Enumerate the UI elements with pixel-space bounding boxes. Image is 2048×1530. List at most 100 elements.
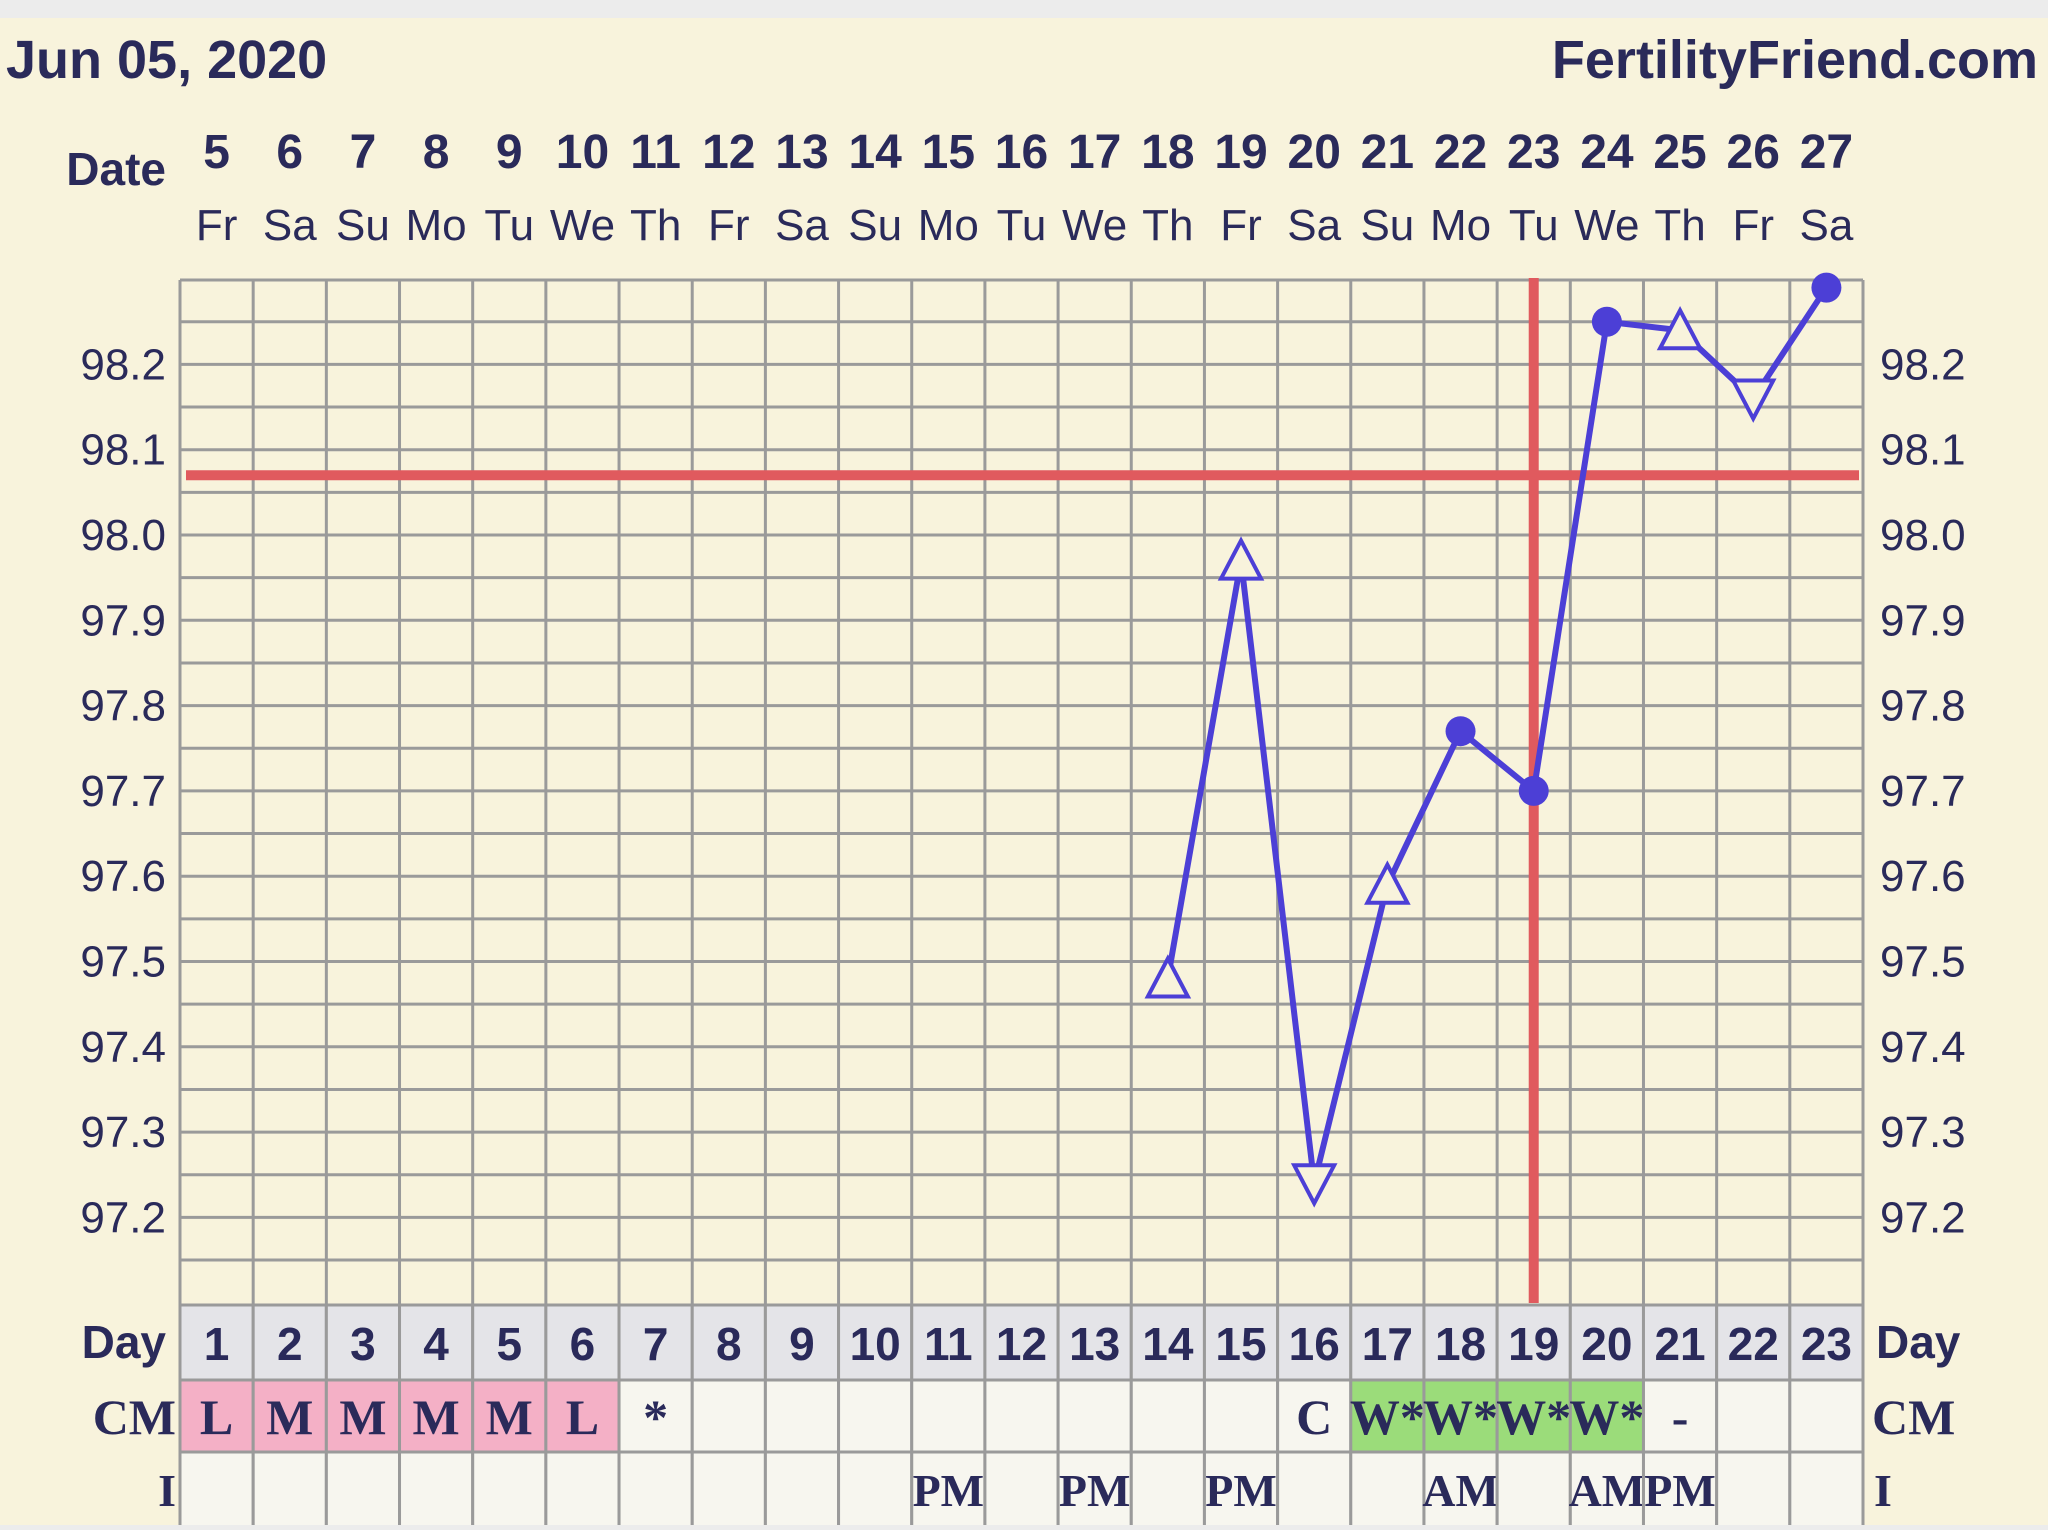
weekday-label: Tu bbox=[997, 201, 1047, 250]
i-cell bbox=[763, 1450, 841, 1530]
cycle-day-label: 1 bbox=[204, 1318, 230, 1370]
y-tick-label: 98.1 bbox=[1880, 426, 1966, 475]
i-cell bbox=[178, 1450, 255, 1530]
cycle-day-label: 4 bbox=[423, 1318, 449, 1370]
weekday-label: Su bbox=[1360, 201, 1414, 250]
i-cell bbox=[1056, 1450, 1133, 1530]
y-tick-label: 98.2 bbox=[80, 340, 166, 389]
cm-value: M bbox=[413, 1389, 460, 1445]
y-tick-label: 97.3 bbox=[80, 1108, 166, 1157]
i-row-label-right: I bbox=[1874, 1465, 1892, 1516]
cm-value: C bbox=[1296, 1389, 1332, 1445]
y-tick-label: 98.1 bbox=[80, 426, 166, 475]
y-tick-label: 97.7 bbox=[1880, 767, 1966, 816]
cycle-day-label: 2 bbox=[277, 1318, 303, 1370]
cm-cell bbox=[1422, 1378, 1499, 1454]
weekday-label: Fr bbox=[196, 201, 238, 250]
cycle-day-label: 12 bbox=[996, 1318, 1047, 1370]
cm-value: M bbox=[486, 1389, 533, 1445]
weekday-label: Mo bbox=[1430, 201, 1491, 250]
date-label: 23 bbox=[1507, 126, 1560, 179]
y-tick-label: 97.9 bbox=[80, 596, 166, 645]
cm-value: W* bbox=[1569, 1389, 1644, 1445]
plot-grid bbox=[178, 278, 1865, 1305]
i-cell bbox=[544, 1450, 621, 1530]
i-value: PM bbox=[1205, 1465, 1277, 1516]
site-name: FertilityFriend.com bbox=[1552, 30, 2038, 90]
i-cell bbox=[910, 1450, 987, 1530]
date-label: 27 bbox=[1800, 126, 1853, 179]
i-cell bbox=[251, 1450, 328, 1530]
date-label: 26 bbox=[1727, 126, 1780, 179]
date-label: 22 bbox=[1434, 126, 1487, 179]
date-label: 20 bbox=[1288, 126, 1341, 179]
cm-value: W* bbox=[1496, 1389, 1571, 1445]
i-value: PM bbox=[1059, 1465, 1131, 1516]
y-tick-label: 97.2 bbox=[80, 1193, 166, 1242]
day-cell bbox=[324, 1303, 402, 1382]
weekday-label: Sa bbox=[263, 201, 317, 250]
date-label: 11 bbox=[630, 126, 681, 179]
date-label: 17 bbox=[1068, 126, 1121, 179]
date-label: 25 bbox=[1653, 126, 1706, 179]
cm-cell bbox=[1202, 1378, 1280, 1454]
y-tick-label: 97.9 bbox=[1880, 596, 1966, 645]
cm-value: W* bbox=[1350, 1389, 1425, 1445]
cycle-day-label: 19 bbox=[1508, 1318, 1559, 1370]
cycle-day-label: 18 bbox=[1435, 1318, 1486, 1370]
i-cell bbox=[1276, 1450, 1353, 1530]
cycle-day-label: 3 bbox=[350, 1318, 376, 1370]
cycle-day-label: 20 bbox=[1581, 1318, 1632, 1370]
y-tick-label: 97.8 bbox=[1880, 682, 1966, 731]
i-cell bbox=[1568, 1450, 1645, 1530]
temperature-series-line bbox=[1164, 285, 1829, 1187]
chart-date-header: Jun 05, 2020 bbox=[6, 30, 327, 90]
y-tick-label: 97.2 bbox=[1880, 1193, 1966, 1242]
i-cell bbox=[324, 1450, 402, 1530]
date-label: 8 bbox=[423, 126, 450, 179]
cm-cell bbox=[690, 1378, 767, 1454]
cm-row-label-right: CM bbox=[1872, 1389, 1955, 1445]
weekday-label: We bbox=[1574, 201, 1639, 250]
cycle-day-label: 17 bbox=[1362, 1318, 1413, 1370]
weekday-label: Fr bbox=[1220, 201, 1262, 250]
i-cell bbox=[1715, 1450, 1792, 1530]
date-label: 9 bbox=[496, 126, 523, 179]
cycle-day-label: 6 bbox=[570, 1318, 596, 1370]
cycle-day-label: 14 bbox=[1142, 1318, 1194, 1370]
weekday-label: We bbox=[550, 201, 615, 250]
i-cell bbox=[690, 1450, 767, 1530]
weekday-label: Sa bbox=[775, 201, 829, 250]
cm-value: L bbox=[200, 1389, 233, 1445]
weekday-label: Th bbox=[1142, 201, 1193, 250]
date-label: 21 bbox=[1361, 126, 1414, 179]
y-tick-label: 97.8 bbox=[80, 682, 166, 731]
weekday-label: Sa bbox=[1799, 201, 1853, 250]
day-cell bbox=[1129, 1303, 1206, 1382]
temperature-point bbox=[1591, 306, 1622, 337]
weekday-label: Tu bbox=[1509, 201, 1559, 250]
i-cell bbox=[1422, 1450, 1499, 1530]
i-cell bbox=[471, 1450, 548, 1530]
weekday-label: Tu bbox=[484, 201, 534, 250]
cycle-day-label: 23 bbox=[1801, 1318, 1852, 1370]
i-cell bbox=[1495, 1450, 1572, 1530]
i-cell bbox=[1788, 1450, 1865, 1530]
date-label: 15 bbox=[922, 126, 975, 179]
temperature-point bbox=[1729, 378, 1777, 423]
y-tick-label: 98.2 bbox=[1880, 340, 1966, 389]
weekday-label: Th bbox=[1654, 201, 1705, 250]
cm-cell bbox=[1715, 1378, 1792, 1454]
date-label: 7 bbox=[350, 126, 377, 179]
i-value: PM bbox=[1644, 1465, 1716, 1516]
day-cell bbox=[1202, 1303, 1280, 1382]
cycle-day-label: 10 bbox=[850, 1318, 901, 1370]
weekday-label: Su bbox=[848, 201, 902, 250]
chart-background bbox=[0, 18, 2048, 1525]
cm-value: - bbox=[1672, 1389, 1689, 1445]
date-label: 10 bbox=[556, 126, 609, 179]
day-cell bbox=[1349, 1303, 1426, 1382]
i-value: AM bbox=[1422, 1465, 1499, 1516]
cm-cell bbox=[1641, 1378, 1719, 1454]
i-cell bbox=[1129, 1450, 1206, 1530]
